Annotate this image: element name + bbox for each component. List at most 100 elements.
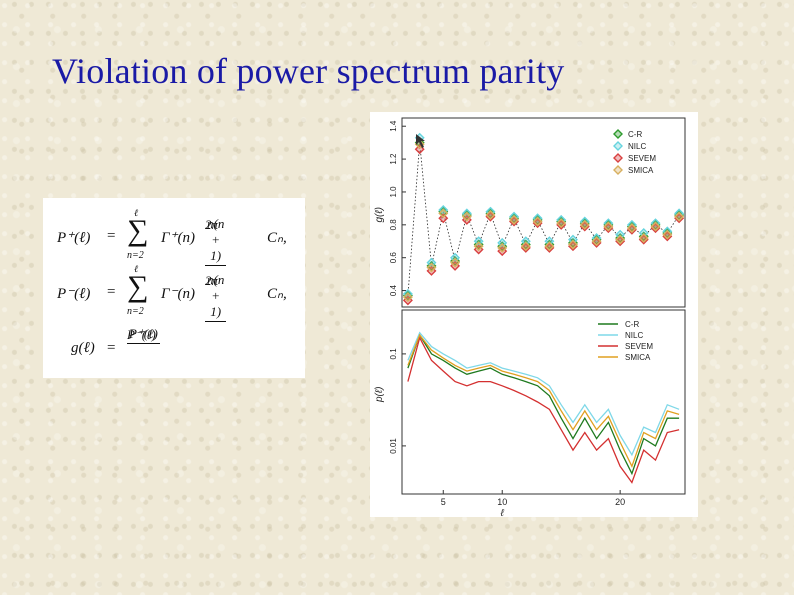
data-point: [544, 242, 555, 253]
y-tick-label: 0.6: [389, 252, 398, 264]
sum-symbol: ∑: [127, 270, 149, 303]
fraction-numerator: n(n + 1): [205, 272, 227, 322]
y-tick-label: 0.01: [389, 438, 398, 454]
data-point: [579, 219, 590, 230]
legend-label: C-R: [628, 130, 642, 139]
data-point: [638, 232, 649, 243]
data-point: [674, 211, 685, 222]
p-minus-lhs: P⁻(ℓ): [57, 286, 91, 302]
g-numerator: P⁺(ℓ): [127, 326, 160, 344]
fraction-denominator: 2π: [205, 273, 219, 288]
series-line-cr: [407, 333, 680, 476]
data-point: [532, 216, 543, 227]
data-point: [497, 242, 508, 253]
sum-upper-limit: ℓ: [134, 208, 139, 219]
data-point: [567, 241, 578, 252]
legend-label: SEVEM: [628, 154, 656, 163]
data-point: [591, 236, 602, 247]
legend-label: SMICA: [628, 166, 654, 175]
legend-label: SEVEM: [625, 342, 653, 351]
y-tick-label: 0.4: [389, 284, 398, 296]
data-point: [615, 234, 626, 245]
x-axis-label: ℓ: [500, 508, 505, 517]
data-point: [615, 236, 626, 247]
data-point: [638, 234, 649, 245]
legend-label: SMICA: [625, 353, 651, 362]
legend-marker: [613, 129, 623, 139]
x-tick-label: 20: [615, 497, 625, 507]
data-point: [556, 218, 567, 229]
series-line-nilc: [407, 331, 680, 457]
data-point: [485, 211, 496, 222]
x-tick-label: 5: [441, 497, 446, 507]
g-connector-line: [407, 142, 680, 296]
data-point: [450, 257, 461, 268]
y-tick-label: 0.8: [389, 219, 398, 231]
sum-upper-limit: ℓ: [134, 264, 139, 275]
fraction-numerator: n(n + 1): [205, 216, 227, 266]
cursor-arrow-icon: [416, 134, 425, 148]
sum-lower-limit: n=2: [127, 306, 144, 317]
charts-svg: 0.4 0.6 0.8 1.0 1.2 1.4 g(ℓ) C-R NILC SEVEM SMICA 0…: [374, 117, 686, 519]
legend-label: C-R: [625, 320, 639, 329]
chart-panel: 0.4 0.6 0.8 1.0 1.2 1.4 g(ℓ) C-R NILC SEVEM SMICA 0…: [370, 112, 698, 519]
data-point: [532, 218, 543, 229]
legend-marker: [613, 165, 623, 175]
data-point: [402, 292, 413, 303]
data-point: [544, 241, 555, 252]
data-point: [461, 211, 472, 222]
data-point: [438, 206, 449, 217]
fraction-denominator: 2π: [205, 217, 219, 232]
data-point: [674, 213, 685, 224]
data-point: [520, 242, 531, 253]
data-point: [650, 221, 661, 232]
data-point: [603, 223, 614, 234]
data-point: [520, 241, 531, 252]
g-lhs: g(ℓ): [71, 340, 95, 356]
data-point: [591, 237, 602, 248]
data-point: [485, 209, 496, 220]
slide-title: Violation of power spectrum parity: [52, 51, 565, 91]
series-line-sevem: [407, 335, 680, 484]
formula-p-plus: P⁺(ℓ) = ℓ ∑ n=2 Γ⁺(n) n(n + 1) 2π Cₙ,: [43, 208, 305, 266]
data-point: [556, 219, 567, 230]
formula-p-minus: P⁻(ℓ) = ℓ ∑ n=2 Γ⁻(n) n(n + 1) 2π Cₙ,: [43, 264, 305, 322]
top-plot-frame: [401, 117, 686, 308]
p-plus-lhs: P⁺(ℓ): [57, 230, 91, 246]
y-tick-label: 0.1: [389, 348, 398, 360]
data-point: [662, 231, 673, 242]
data-point: [509, 216, 520, 227]
y-tick-label: 1.4: [389, 120, 398, 132]
formula-panel: P⁺(ℓ) = ℓ ∑ n=2 Γ⁺(n) n(n + 1) 2π Cₙ, P⁻…: [43, 198, 305, 378]
data-point: [473, 241, 484, 252]
equals-sign: =: [107, 284, 116, 300]
equals-sign: =: [107, 228, 116, 244]
cn-term: Cₙ,: [267, 286, 287, 302]
y-axis-label: p(ℓ): [374, 387, 385, 403]
data-point: [579, 221, 590, 232]
g-denominator: P⁻(ℓ): [127, 327, 156, 342]
data-point: [509, 214, 520, 225]
data-point: [426, 262, 437, 273]
data-point: [567, 239, 578, 250]
y-axis-label: g(ℓ): [374, 207, 385, 222]
legend-marker: [613, 141, 623, 151]
data-point: [626, 224, 637, 235]
cn-term: Cₙ,: [267, 230, 287, 246]
data-point: [626, 223, 637, 234]
legend-marker: [613, 153, 623, 163]
equals-sign: =: [107, 340, 116, 356]
data-point: [603, 221, 614, 232]
data-point: [662, 229, 673, 240]
series-line-smica: [407, 333, 680, 468]
sum-lower-limit: n=2: [127, 250, 144, 261]
y-tick-label: 1.2: [389, 153, 398, 165]
x-tick-label: 10: [497, 497, 507, 507]
y-tick-label: 1.0: [389, 186, 398, 198]
data-point: [650, 223, 661, 234]
bottom-plot-frame: [401, 309, 686, 495]
legend-label: NILC: [628, 142, 646, 151]
gamma-plus: Γ⁺(n): [161, 230, 195, 246]
legend-label: NILC: [625, 331, 643, 340]
formula-g: g(ℓ) = P⁺(ℓ) P⁻(ℓ): [43, 322, 305, 372]
